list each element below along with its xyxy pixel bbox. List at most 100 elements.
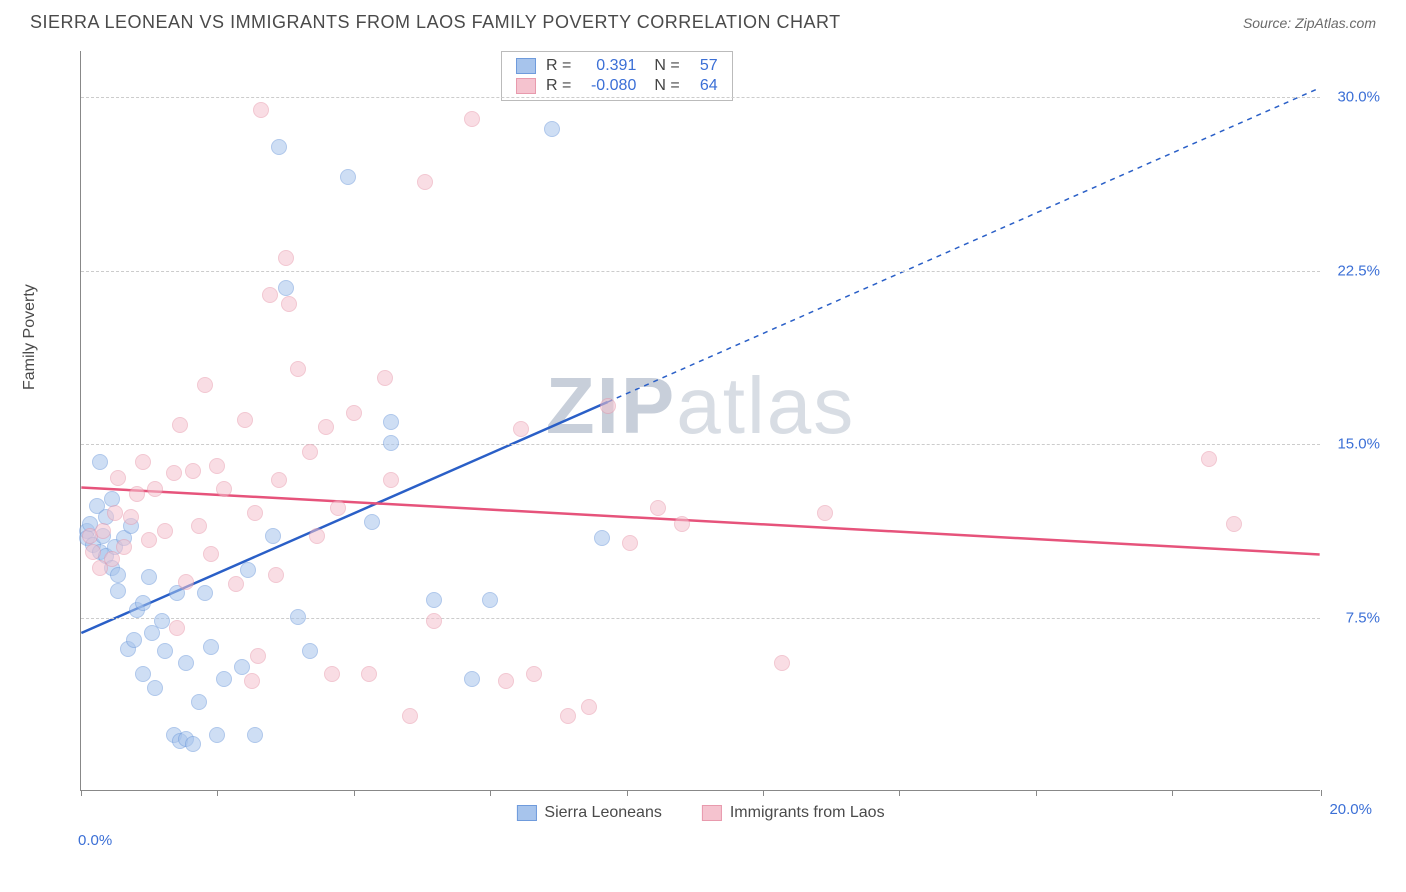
trend-line-dashed	[608, 88, 1320, 402]
x-tick	[490, 790, 491, 796]
scatter-point	[650, 500, 666, 516]
scatter-point	[85, 544, 101, 560]
y-tick-label: 30.0%	[1337, 89, 1380, 106]
y-axis-label: Family Poverty	[21, 284, 39, 390]
scatter-point	[209, 458, 225, 474]
scatter-point	[157, 643, 173, 659]
scatter-point	[330, 500, 346, 516]
scatter-point	[95, 523, 111, 539]
x-axis-label-left: 0.0%	[78, 832, 112, 849]
scatter-point	[250, 648, 266, 664]
x-tick	[1321, 790, 1322, 796]
stats-r-value: -0.080	[581, 77, 636, 95]
scatter-point	[191, 518, 207, 534]
scatter-point	[774, 655, 790, 671]
scatter-point	[110, 583, 126, 599]
scatter-point	[141, 569, 157, 585]
scatter-point	[126, 632, 142, 648]
legend-label: Sierra Leoneans	[544, 804, 661, 822]
stats-row: R =-0.080N =64	[516, 76, 718, 96]
scatter-point	[135, 454, 151, 470]
x-tick	[1036, 790, 1037, 796]
x-axis-label-right: 20.0%	[1329, 801, 1372, 818]
scatter-point	[240, 562, 256, 578]
scatter-point	[526, 666, 542, 682]
grid-line	[81, 444, 1320, 445]
stats-n-label: N =	[654, 77, 679, 95]
scatter-point	[346, 405, 362, 421]
scatter-point	[237, 412, 253, 428]
scatter-point	[674, 516, 690, 532]
legend-item: Immigrants from Laos	[702, 804, 885, 822]
chart-header: SIERRA LEONEAN VS IMMIGRANTS FROM LAOS F…	[0, 0, 1406, 41]
stats-box: R =0.391N =57R =-0.080N =64	[501, 51, 733, 101]
trend-line-solid	[81, 402, 607, 633]
scatter-point	[426, 613, 442, 629]
scatter-point	[464, 111, 480, 127]
scatter-point	[203, 546, 219, 562]
x-tick	[354, 790, 355, 796]
scatter-point	[302, 643, 318, 659]
scatter-point	[191, 694, 207, 710]
scatter-point	[185, 463, 201, 479]
scatter-point	[290, 361, 306, 377]
scatter-point	[278, 250, 294, 266]
scatter-point	[265, 528, 281, 544]
chart-container: Family Poverty ZIPatlas R =0.391N =57R =…	[60, 41, 1376, 821]
scatter-point	[560, 708, 576, 724]
stats-n-value: 64	[690, 77, 718, 95]
x-tick	[627, 790, 628, 796]
scatter-point	[290, 609, 306, 625]
scatter-point	[268, 567, 284, 583]
scatter-point	[402, 708, 418, 724]
scatter-point	[482, 592, 498, 608]
scatter-point	[247, 505, 263, 521]
trend-lines-svg	[81, 51, 1320, 790]
scatter-point	[278, 280, 294, 296]
grid-line	[81, 97, 1320, 98]
scatter-point	[581, 699, 597, 715]
scatter-point	[302, 444, 318, 460]
scatter-point	[544, 121, 560, 137]
scatter-point	[622, 535, 638, 551]
legend-item: Sierra Leoneans	[516, 804, 661, 822]
scatter-point	[271, 472, 287, 488]
scatter-point	[123, 509, 139, 525]
scatter-point	[361, 666, 377, 682]
scatter-point	[600, 398, 616, 414]
y-tick-label: 15.0%	[1337, 436, 1380, 453]
stats-n-value: 57	[690, 57, 718, 75]
scatter-point	[166, 465, 182, 481]
scatter-point	[253, 102, 269, 118]
source-attribution: Source: ZipAtlas.com	[1243, 15, 1376, 31]
scatter-point	[104, 551, 120, 567]
x-tick	[81, 790, 82, 796]
plot-area: ZIPatlas R =0.391N =57R =-0.080N =64 Sie…	[80, 51, 1320, 791]
scatter-point	[172, 417, 188, 433]
scatter-point	[135, 595, 151, 611]
legend-swatch	[516, 805, 536, 821]
scatter-point	[178, 655, 194, 671]
scatter-point	[169, 620, 185, 636]
scatter-point	[110, 567, 126, 583]
scatter-point	[513, 421, 529, 437]
chart-title: SIERRA LEONEAN VS IMMIGRANTS FROM LAOS F…	[30, 12, 841, 33]
stats-swatch	[516, 78, 536, 94]
stats-r-value: 0.391	[581, 57, 636, 75]
stats-r-label: R =	[546, 57, 571, 75]
scatter-point	[197, 585, 213, 601]
legend-label: Immigrants from Laos	[730, 804, 885, 822]
scatter-point	[464, 671, 480, 687]
stats-swatch	[516, 58, 536, 74]
scatter-point	[228, 576, 244, 592]
stats-row: R =0.391N =57	[516, 56, 718, 76]
scatter-point	[383, 472, 399, 488]
scatter-point	[817, 505, 833, 521]
scatter-point	[135, 666, 151, 682]
scatter-point	[271, 139, 287, 155]
scatter-point	[340, 169, 356, 185]
x-tick	[1172, 790, 1173, 796]
scatter-point	[364, 514, 380, 530]
x-tick	[217, 790, 218, 796]
scatter-point	[498, 673, 514, 689]
